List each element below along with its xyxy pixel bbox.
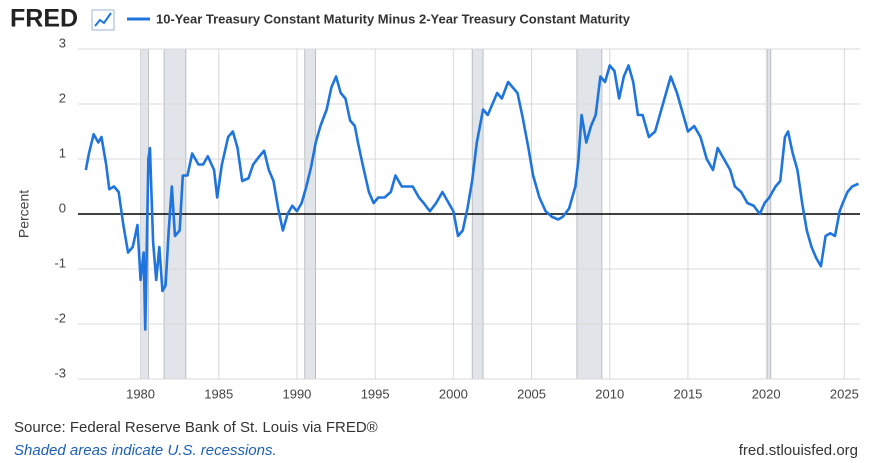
x-tick-label: 1980 — [126, 386, 155, 401]
y-axis-label: Percent — [16, 190, 32, 238]
y-tick-label: 3 — [59, 35, 66, 50]
y-tick-label: 1 — [59, 145, 66, 160]
x-tick-label: 2020 — [752, 386, 781, 401]
y-tick-label: -1 — [54, 255, 66, 270]
source: Source: Federal Reserve Bank of St. Loui… — [14, 419, 378, 436]
x-tick-label: 1995 — [361, 386, 390, 401]
legend-label: 10-Year Treasury Constant Maturity Minus… — [156, 11, 631, 26]
x-tick-label: 2025 — [830, 386, 859, 401]
x-tick-label: 1990 — [282, 386, 311, 401]
url: fred.stlouisfed.org — [739, 442, 858, 459]
y-tick-label: 0 — [59, 200, 66, 215]
series-line — [84, 64, 859, 331]
y-tick-label: -2 — [54, 310, 66, 325]
y-tick-label: 2 — [59, 90, 66, 105]
y-tick-label: -3 — [54, 365, 66, 380]
recession-note: Shaded areas indicate U.S. recessions. — [14, 442, 277, 459]
x-tick-label: 2010 — [595, 386, 624, 401]
logo-icon — [91, 9, 115, 31]
x-tick-label: 1985 — [204, 386, 233, 401]
x-tick-label: 2000 — [439, 386, 468, 401]
x-tick-label: 2015 — [673, 386, 702, 401]
logo: FRED — [10, 5, 78, 33]
x-tick-label: 2005 — [517, 386, 546, 401]
